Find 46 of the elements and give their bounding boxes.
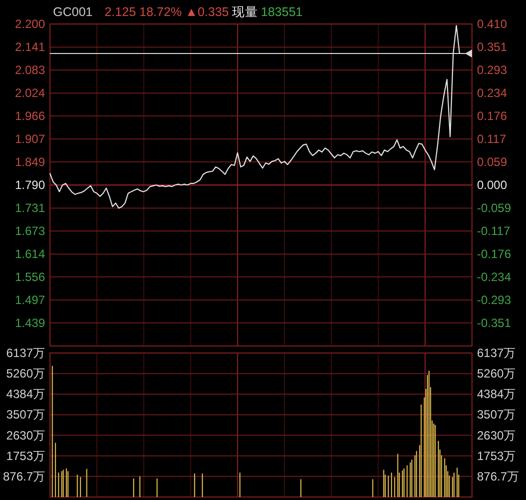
y2-tick-label: -0.234 [477,270,512,284]
text: 2.125 18.72% ▲0.335 [104,5,229,19]
chart-title: GC001 [53,5,93,19]
y-tick-label: 1.849 [14,154,46,169]
text: 现量 [232,5,258,19]
y2-tick-label: -0.176 [477,247,512,262]
y2-tick-label: 2630万 [477,428,516,442]
y-tick-label: 5260万 [6,366,45,381]
y-tick-label: 1.439 [14,316,46,330]
y2-tick-label: -0.293 [477,293,512,308]
y2-tick-label: -0.117 [477,224,510,238]
y-tick-label: 3507万 [6,408,45,422]
y2-tick-label: 0.293 [477,62,508,77]
y-tick-label: 1.673 [14,224,46,238]
y-tick-label: 1.731 [14,201,46,216]
y-tick-label: 2.200 [14,17,46,31]
y2-tick-label: 876.7万 [477,469,520,484]
y-tick-label: 1.907 [14,132,46,146]
y2-tick-label: 0.351 [477,40,508,54]
y2-tick-label: 0.234 [477,86,508,100]
y-tick-label: 2.083 [14,62,46,77]
y2-tick-label: 0.059 [477,154,508,169]
y2-tick-label: 0.117 [477,132,506,146]
y2-tick-label: 5260万 [477,366,516,381]
text: 183551 [260,5,303,19]
y-tick-label: 1.966 [14,108,46,123]
y2-tick-label: 1753万 [477,448,516,463]
y2-tick-label: 0.410 [477,17,508,31]
y-tick-label: 1.790 [14,178,46,192]
y2-tick-label: 0.000 [477,178,508,192]
y2-tick-label: 4384万 [477,387,516,402]
y2-tick-label: -0.059 [477,201,512,216]
y-tick-label: 1.556 [14,270,46,284]
y-tick-label: 2.141 [14,40,46,54]
y-tick-label: 2630万 [6,428,45,442]
y2-tick-label: 0.176 [477,108,508,123]
y2-tick-label: 6137万 [477,346,516,360]
y-tick-label: 6137万 [6,346,45,360]
y-tick-label: 1.497 [14,293,46,308]
y-tick-label: 876.7万 [2,469,45,484]
y2-tick-label: 3507万 [477,408,516,422]
y2-tick-label: -0.351 [477,316,512,330]
y-tick-label: 4384万 [6,387,45,402]
y-tick-label: 1.614 [14,247,46,262]
y-tick-label: 1753万 [6,448,45,463]
y-tick-label: 2.024 [14,86,46,100]
